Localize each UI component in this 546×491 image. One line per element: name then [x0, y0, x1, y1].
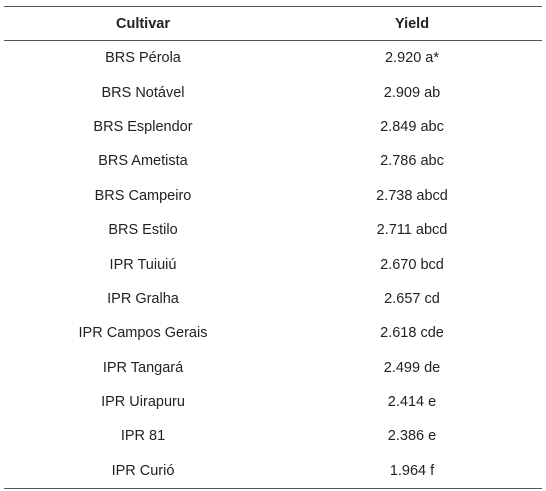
- cultivar-cell: BRS Campeiro: [94, 187, 192, 204]
- table-row: IPR Uirapuru 2.414 e: [4, 385, 542, 419]
- table-row: BRS Ametista 2.786 abc: [4, 144, 542, 178]
- yield-cell: 2.738 abcd: [376, 187, 448, 204]
- table-row: IPR Curió 1.964 f: [4, 453, 542, 490]
- cultivar-cell: BRS Notável: [101, 84, 185, 101]
- yield-cell: 2.849 abc: [380, 118, 444, 135]
- table-header: Cultivar Yield: [4, 6, 542, 41]
- column-header-yield: Yield: [282, 6, 542, 41]
- cultivar-cell: IPR Tangará: [102, 359, 184, 376]
- cultivar-cell: BRS Pérola: [105, 50, 181, 67]
- table-row: BRS Campeiro 2.738 abcd: [4, 179, 542, 213]
- table-row: BRS Estilo 2.711 abcd: [4, 213, 542, 247]
- table-row: IPR Tuiuiú 2.670 bcd: [4, 247, 542, 281]
- table-row: BRS Pérola 2.920 a*: [4, 41, 542, 76]
- yield-table-container: Cultivar Yield BRS Pérola 2.920 a* BRS N…: [4, 6, 542, 490]
- yield-cell: 2.657 cd: [384, 290, 440, 307]
- cultivar-cell: IPR Tuiuiú: [109, 256, 177, 273]
- table-row: BRS Esplendor 2.849 abc: [4, 110, 542, 144]
- cultivar-cell: IPR 81: [120, 428, 166, 445]
- cultivar-cell: BRS Esplendor: [93, 118, 193, 135]
- table-row: IPR Gralha 2.657 cd: [4, 282, 542, 316]
- column-header-cultivar: Cultivar: [4, 6, 282, 41]
- yield-cell: 2.786 abc: [380, 153, 444, 170]
- table-row: BRS Notável 2.909 ab: [4, 75, 542, 109]
- cultivar-cell: IPR Campos Gerais: [78, 325, 208, 342]
- yield-cell: 1.964 f: [282, 453, 542, 490]
- table-row: IPR Campos Gerais 2.618 cde: [4, 316, 542, 350]
- cultivar-cell: BRS Ametista: [98, 153, 188, 170]
- yield-cell: 2.414 e: [387, 394, 437, 411]
- yield-cell: 2.499 de: [383, 359, 441, 376]
- yield-cell: 2.670 bcd: [380, 256, 444, 273]
- cultivar-cell: IPR Gralha: [107, 290, 179, 307]
- yield-cell: 2.386 e: [387, 428, 437, 445]
- cultivar-cell: IPR Uirapuru: [101, 394, 185, 411]
- yield-table: Cultivar Yield BRS Pérola 2.920 a* BRS N…: [4, 6, 542, 490]
- yield-cell: 2.909 ab: [383, 84, 441, 101]
- yield-cell: 2.711 abcd: [376, 222, 448, 239]
- header-row: Cultivar Yield: [4, 6, 542, 41]
- cultivar-cell: BRS Estilo: [108, 222, 178, 239]
- table-body: BRS Pérola 2.920 a* BRS Notável 2.909 ab…: [4, 41, 542, 490]
- yield-cell: 2.920 a*: [384, 50, 440, 67]
- table-row: IPR 81 2.386 e: [4, 419, 542, 453]
- cultivar-cell: IPR Curió: [4, 453, 282, 490]
- table-row: IPR Tangará 2.499 de: [4, 351, 542, 385]
- yield-cell: 2.618 cde: [380, 325, 444, 342]
